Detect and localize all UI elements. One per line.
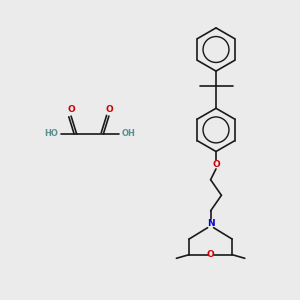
Text: O: O [105, 105, 113, 114]
Text: O: O [67, 105, 75, 114]
Text: N: N [207, 219, 214, 228]
Text: O: O [207, 250, 214, 259]
Text: OH: OH [122, 129, 136, 138]
Text: O: O [212, 160, 220, 169]
Text: HO: HO [44, 129, 58, 138]
